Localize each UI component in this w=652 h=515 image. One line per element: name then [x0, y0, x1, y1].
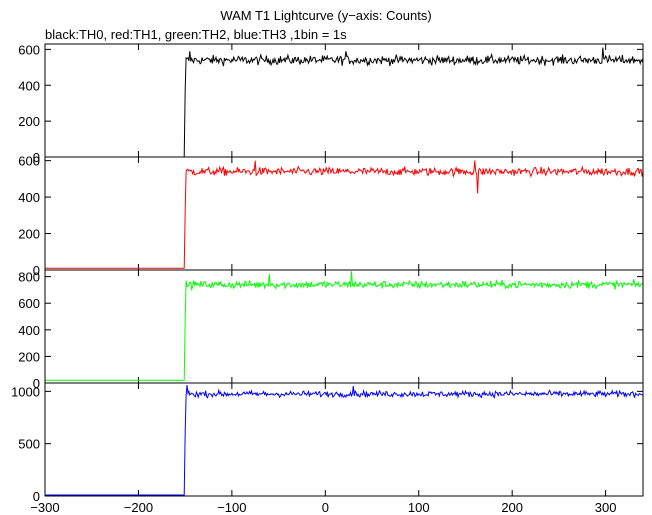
th1-ytick-label: 400	[18, 190, 40, 205]
th2-ytick-label: 200	[18, 349, 40, 364]
xtick-label: −300	[30, 500, 59, 515]
th1-ytick-label: 0	[33, 263, 40, 278]
th0-series-line	[45, 47, 644, 158]
th0-ytick-label: 0	[33, 150, 40, 165]
th3-panel-frame	[44, 382, 644, 497]
xtick-label: −200	[124, 500, 153, 515]
xtick-label: −100	[217, 500, 246, 515]
th2-series-line	[45, 271, 644, 381]
th0-ytick-label: 200	[18, 114, 40, 129]
chart-subtitle: black:TH0, red:TH1, green:TH2, blue:TH3 …	[45, 27, 347, 42]
th1-ytick-label: 600	[18, 154, 40, 169]
th2-ytick-label: 800	[18, 270, 40, 285]
chart-title: WAM T1 Lightcurve (y−axis: Counts)	[220, 8, 432, 23]
th0-ytick-label: 600	[18, 42, 40, 57]
th2-ytick-label: 600	[18, 296, 40, 311]
th0-panel-frame	[44, 43, 644, 158]
th2-panel-frame	[44, 269, 644, 384]
xtick-label: 100	[408, 500, 430, 515]
th2-ytick-label: 400	[18, 323, 40, 338]
th1-series-line	[45, 160, 644, 269]
th2-ytick-label: 0	[33, 376, 40, 391]
xtick-label: 200	[501, 500, 523, 515]
xtick-label: 0	[322, 500, 329, 515]
xtick-label: 300	[595, 500, 617, 515]
th3-ytick-label: 500	[18, 437, 40, 452]
th1-ytick-label: 200	[18, 227, 40, 242]
th3-ytick-label: 1000	[11, 384, 40, 399]
th1-panel-frame	[44, 156, 644, 271]
th3-series-line	[45, 385, 644, 496]
th3-ytick-label: 0	[33, 489, 40, 504]
th0-ytick-label: 400	[18, 78, 40, 93]
